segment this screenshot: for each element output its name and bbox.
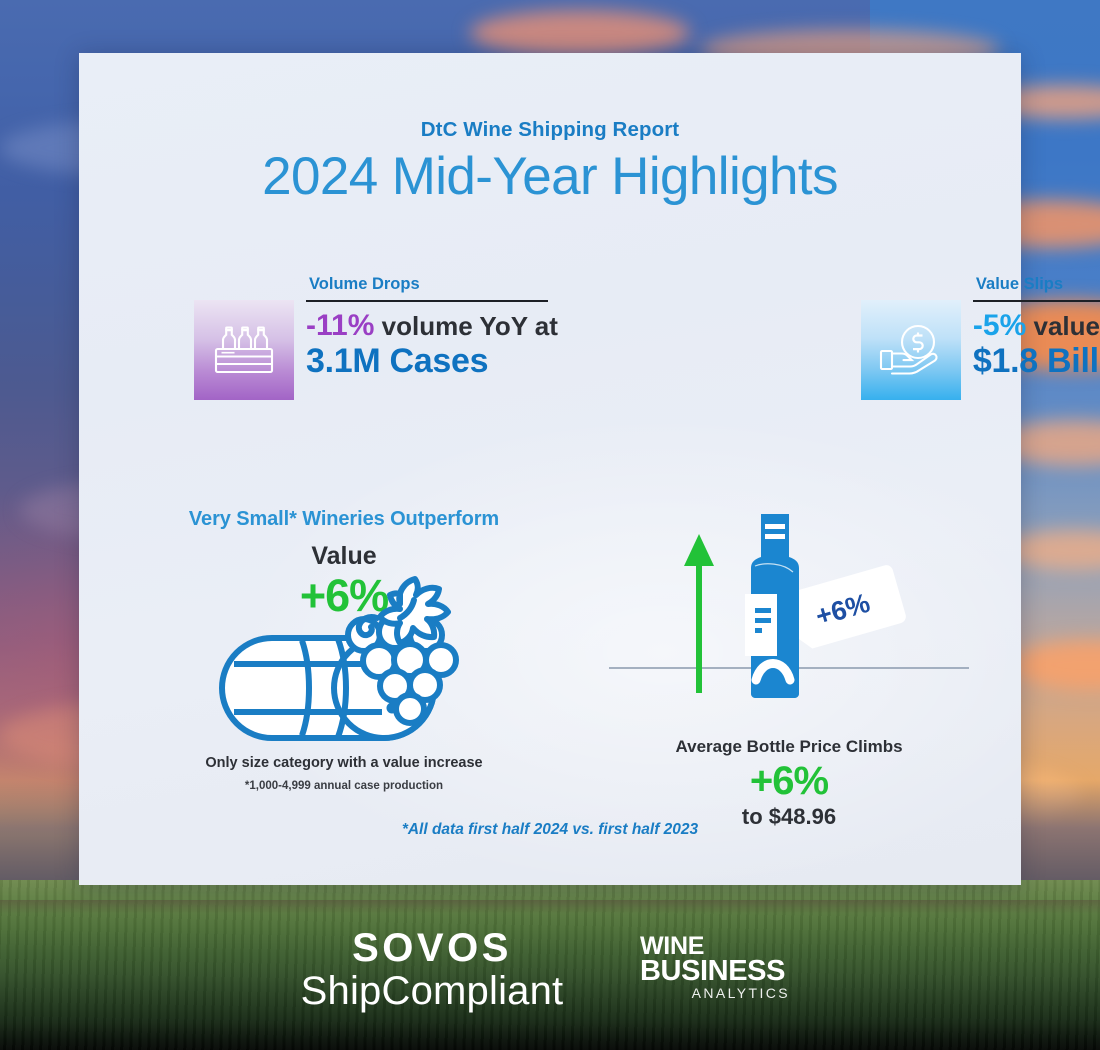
stat-volume-body: Volume Drops -11% volume YoY at 3.1M Cas… [294, 275, 558, 400]
barrel-and-grapes-icon [119, 560, 569, 745]
price-metric: +6% [749, 759, 829, 803]
stat-divider [306, 300, 548, 302]
wine-bottle-price-tag-icon: +6% [579, 508, 999, 723]
panel-title: Very Small* Wineries Outperform [188, 508, 500, 530]
stat-percent: -11% [306, 309, 375, 342]
price-subvalue: to $48.96 [741, 804, 837, 829]
logo-shipcompliant-wordmark: ShipCompliant [300, 969, 564, 1013]
page-title: 2024 Mid-Year Highlights [262, 147, 838, 206]
stat-heading: Volume Drops [309, 275, 420, 293]
stat-value: 3.1M Cases [306, 341, 489, 380]
stat-heading: Value Slips [975, 275, 1064, 293]
stat-volume-drops: Volume Drops -11% volume YoY at 3.1M Cas… [194, 275, 558, 400]
field-dirt-band [0, 900, 1100, 914]
metric-value: +6% [299, 570, 389, 621]
stat-percent: -5% [972, 309, 1027, 342]
logo-sovos-shipcompliant: SOVOS ShipCompliant [292, 928, 572, 1013]
panel-caption: Only size category with a value increase [205, 755, 483, 771]
logo-wine-business-analytics: WINE BUSINESS ANALYTICS [640, 934, 790, 1001]
logo-analytics-line: ANALYTICS [691, 984, 790, 1001]
infographic-card: DtC Wine Shipping Report 2024 Mid-Year H… [79, 53, 1100, 885]
stat-descriptor: volume YoY at [381, 311, 558, 341]
logo-sovos-wordmark: SOVOS [352, 926, 512, 970]
metric-label: Value [311, 542, 377, 570]
data-source-footnote: *All data first half 2024 vs. first half… [401, 821, 699, 838]
logo-wine-line: WINE [640, 932, 705, 960]
stat-value-slips: Value Slips -5% value YoY at $1.8 Billio… [860, 275, 1100, 400]
top-stat-row: Volume Drops -11% volume YoY at 3.1M Cas… [79, 275, 1100, 400]
stat-primary-line: -5% value YoY at [973, 309, 1100, 343]
stat-value-body: Value Slips -5% value YoY at $1.8 Billio… [961, 275, 1100, 400]
panel-very-small-wineries: Very Small* Wineries Outperform Value +6… [119, 508, 569, 792]
wine-crate-icon [194, 300, 294, 400]
logo-business-line: BUSINESS [640, 955, 786, 987]
panel-footnote: *1,000-4,999 annual case production [244, 780, 444, 792]
stat-descriptor: value YoY at [1033, 311, 1100, 341]
stat-primary-line: -11% volume YoY at [306, 309, 558, 343]
report-kicker: DtC Wine Shipping Report [420, 118, 680, 141]
hand-holding-coin-icon [860, 300, 961, 400]
stat-divider [972, 300, 1100, 302]
logo-bar: SOVOS ShipCompliant WINE BUSINESS ANALYT… [0, 920, 1100, 1020]
stat-value: $1.8 Billion [972, 341, 1100, 380]
price-title: Average Bottle Price Climbs [675, 737, 903, 756]
panel-average-bottle-price: +6% [579, 508, 999, 830]
cloud [470, 10, 690, 56]
